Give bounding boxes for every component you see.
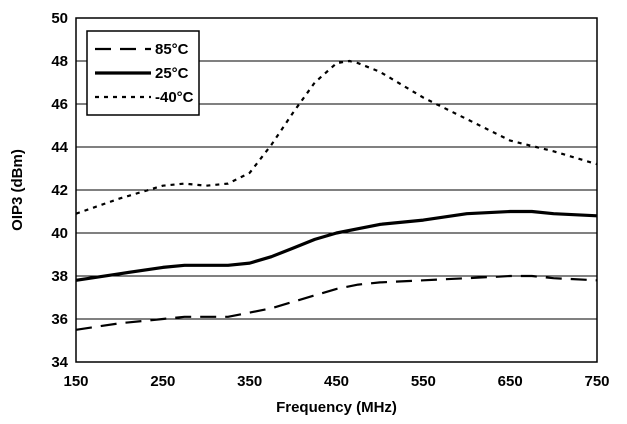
- y-tick-labels: 34 36 38 40 42 44 46 48 50: [51, 10, 68, 371]
- legend-label-25c: 25°C: [155, 65, 189, 82]
- x-tick-label: 750: [584, 373, 609, 390]
- series-lines: [75, 59, 598, 331]
- legend-label-minus40c: -40°C: [155, 89, 194, 106]
- x-tick-label: 250: [150, 373, 175, 390]
- x-tick-label: 650: [498, 373, 523, 390]
- series-line-0: [75, 274, 598, 331]
- y-tick-label: 42: [51, 182, 68, 199]
- y-tick-label: 44: [51, 139, 68, 156]
- series-line-1: [75, 209, 598, 282]
- legend: 85°C 25°C -40°C: [86, 30, 200, 116]
- y-axis-title: OIP3 (dBm): [9, 149, 26, 231]
- x-tick-labels: 150 250 350 450 550 650 750: [63, 373, 609, 390]
- x-tick-label: 450: [324, 373, 349, 390]
- y-tick-label: 48: [51, 53, 68, 70]
- y-tick-label: 40: [51, 225, 68, 242]
- x-tick-label: 350: [237, 373, 262, 390]
- y-tick-label: 50: [51, 10, 68, 27]
- y-tick-label: 36: [51, 311, 68, 328]
- y-tick-label: 34: [51, 354, 68, 371]
- x-tick-label: 550: [411, 373, 436, 390]
- x-axis-title: Frequency (MHz): [276, 399, 397, 416]
- x-tick-label: 150: [63, 373, 88, 390]
- y-tick-label: 38: [51, 268, 68, 285]
- legend-label-85c: 85°C: [155, 41, 189, 58]
- y-tick-label: 46: [51, 96, 68, 113]
- plot-area-frame: [75, 17, 598, 363]
